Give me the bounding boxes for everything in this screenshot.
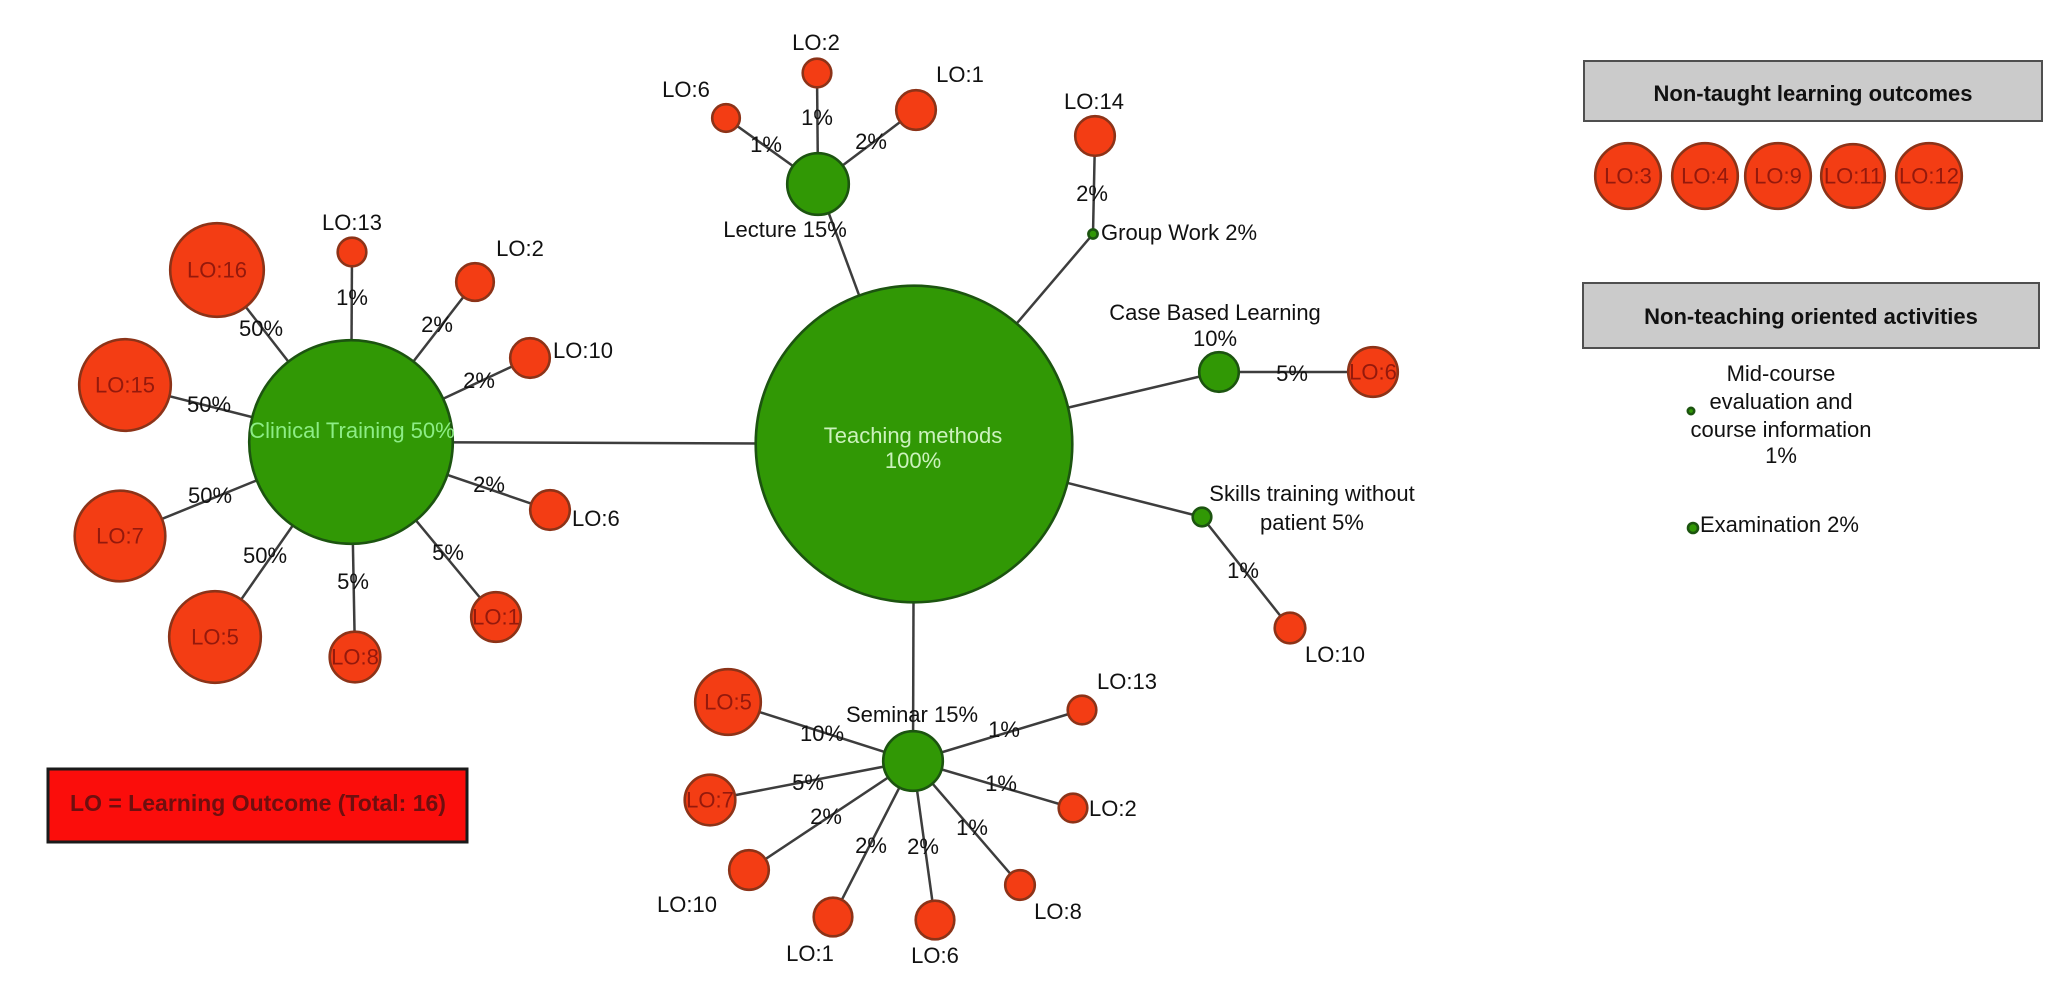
svg-text:Case Based Learning: Case Based Learning (1109, 300, 1321, 325)
svg-text:5%: 5% (1276, 361, 1308, 386)
svg-text:Skills training without: Skills training without (1209, 481, 1414, 506)
svg-text:Clinical Training 50%: Clinical Training 50% (249, 418, 454, 443)
svg-text:course information: course information (1691, 417, 1872, 442)
svg-text:50%: 50% (187, 392, 231, 417)
svg-text:LO:11: LO:11 (1824, 164, 1882, 189)
svg-text:LO:1: LO:1 (936, 62, 984, 87)
svg-text:Teaching methods: Teaching methods (824, 423, 1003, 448)
svg-text:LO:13: LO:13 (1097, 669, 1157, 694)
svg-text:LO:2: LO:2 (1089, 796, 1137, 821)
svg-text:LO:6: LO:6 (662, 77, 710, 102)
svg-text:LO:1: LO:1 (472, 605, 520, 630)
svg-text:LO:2: LO:2 (496, 236, 544, 261)
svg-text:LO:6: LO:6 (572, 506, 620, 531)
svg-text:LO:5: LO:5 (704, 690, 752, 715)
svg-text:LO:6: LO:6 (911, 943, 959, 968)
svg-text:2%: 2% (907, 834, 939, 859)
svg-text:10%: 10% (800, 721, 844, 746)
svg-text:1%: 1% (956, 815, 988, 840)
svg-text:5%: 5% (432, 540, 464, 565)
svg-text:evaluation and: evaluation and (1709, 389, 1852, 414)
svg-text:LO:12: LO:12 (1899, 164, 1959, 189)
svg-text:Mid-course: Mid-course (1727, 361, 1836, 386)
svg-text:LO:16: LO:16 (187, 258, 247, 283)
svg-text:2%: 2% (463, 368, 495, 393)
svg-text:Group Work 2%: Group Work 2% (1101, 220, 1257, 245)
svg-text:Non-teaching oriented activiti: Non-teaching oriented activities (1644, 304, 1978, 329)
svg-text:10%: 10% (1193, 326, 1237, 351)
svg-text:1%: 1% (750, 132, 782, 157)
svg-text:2%: 2% (473, 472, 505, 497)
svg-text:LO:14: LO:14 (1064, 89, 1124, 114)
svg-text:1%: 1% (988, 717, 1020, 742)
svg-text:LO:10: LO:10 (657, 892, 717, 917)
svg-text:LO:13: LO:13 (322, 210, 382, 235)
svg-text:LO:1: LO:1 (786, 941, 834, 966)
svg-text:2%: 2% (421, 312, 453, 337)
svg-text:LO:4: LO:4 (1681, 164, 1729, 189)
svg-text:LO:8: LO:8 (1034, 899, 1082, 924)
svg-text:5%: 5% (337, 569, 369, 594)
svg-text:1%: 1% (336, 285, 368, 310)
svg-text:50%: 50% (188, 483, 232, 508)
svg-text:LO:10: LO:10 (553, 338, 613, 363)
svg-text:1%: 1% (1227, 558, 1259, 583)
svg-text:2%: 2% (855, 833, 887, 858)
svg-text:LO:2: LO:2 (792, 30, 840, 55)
svg-text:LO:5: LO:5 (191, 625, 239, 650)
svg-text:Lecture 15%: Lecture 15% (723, 217, 847, 242)
svg-text:Non-taught learning outcomes: Non-taught learning outcomes (1654, 81, 1973, 106)
svg-text:LO:7: LO:7 (686, 788, 734, 813)
svg-text:LO:10: LO:10 (1305, 642, 1365, 667)
svg-text:1%: 1% (801, 105, 833, 130)
svg-text:LO:3: LO:3 (1604, 164, 1652, 189)
svg-text:50%: 50% (243, 543, 287, 568)
svg-text:5%: 5% (792, 770, 824, 795)
svg-text:2%: 2% (855, 129, 887, 154)
svg-text:LO:15: LO:15 (95, 373, 155, 398)
svg-text:LO:9: LO:9 (1754, 164, 1802, 189)
svg-text:50%: 50% (239, 316, 283, 341)
svg-text:Seminar 15%: Seminar 15% (846, 702, 978, 727)
svg-text:LO:6: LO:6 (1349, 360, 1397, 385)
svg-text:patient 5%: patient 5% (1260, 510, 1364, 535)
svg-text:LO = Learning Outcome (Total:: LO = Learning Outcome (Total: 16) (70, 790, 446, 816)
svg-text:2%: 2% (810, 804, 842, 829)
svg-text:LO:8: LO:8 (331, 645, 379, 670)
svg-text:LO:7: LO:7 (96, 524, 144, 549)
svg-text:1%: 1% (985, 771, 1017, 796)
svg-text:2%: 2% (1076, 181, 1108, 206)
svg-text:Examination 2%: Examination 2% (1700, 512, 1859, 537)
svg-text:1%: 1% (1765, 443, 1797, 468)
svg-text:100%: 100% (885, 448, 941, 473)
